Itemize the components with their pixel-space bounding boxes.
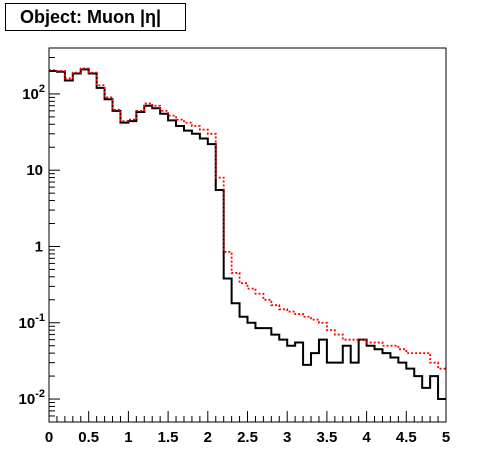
y-tick-label: 1	[35, 238, 43, 255]
x-tick-label: 2	[204, 429, 212, 446]
x-tick-label: 3	[283, 429, 291, 446]
series-layer	[49, 67, 446, 401]
x-tick-label: 3.5	[316, 429, 337, 446]
y-tick-label: 10-2	[19, 388, 45, 408]
x-tick-label: 5	[442, 429, 450, 446]
x-tick-label: 1	[124, 429, 132, 446]
x-tick-label: 1.5	[158, 429, 179, 446]
x-tick-label: 0.5	[78, 429, 99, 446]
axis-layer: 0 0.5 1 1.5 2 2.5 3 3.5 4 4.5 5 10-2 10-1 1 10 102	[19, 47, 450, 446]
series-2-line	[49, 67, 446, 370]
series-1-line	[49, 68, 446, 401]
x-tick-label: 4.5	[396, 429, 417, 446]
y-tick-label: 10	[26, 162, 43, 179]
chart-title: Object: Muon |η|	[5, 3, 186, 31]
y-tick-label: 10-1	[19, 312, 45, 332]
plot-frame	[48, 47, 447, 423]
x-tick-label: 4	[362, 429, 371, 446]
x-tick-label: 0	[45, 429, 53, 446]
x-tick-label: 2.5	[237, 429, 258, 446]
y-tick-label: 102	[22, 83, 45, 103]
